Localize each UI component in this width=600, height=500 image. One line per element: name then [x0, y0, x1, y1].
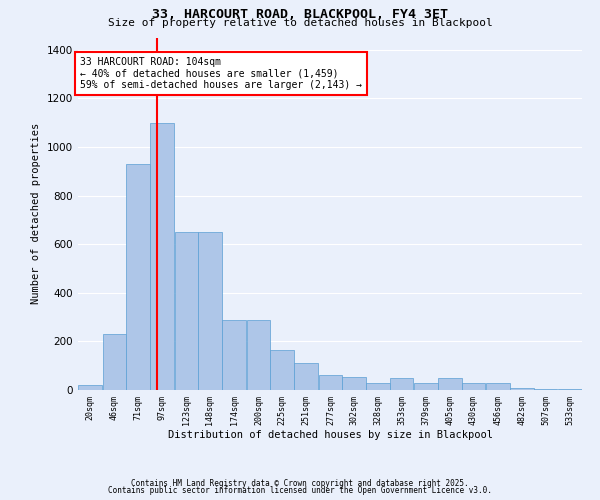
- Bar: [270, 350, 293, 390]
- Bar: [511, 388, 534, 390]
- Bar: [295, 364, 318, 390]
- Text: Size of property relative to detached houses in Blackpool: Size of property relative to detached ho…: [107, 18, 493, 28]
- Bar: [558, 389, 581, 390]
- Bar: [175, 232, 198, 390]
- Y-axis label: Number of detached properties: Number of detached properties: [31, 123, 41, 304]
- Bar: [198, 232, 221, 390]
- Bar: [151, 122, 174, 390]
- Bar: [390, 378, 413, 390]
- Bar: [126, 164, 149, 390]
- Bar: [462, 382, 485, 390]
- Bar: [439, 378, 462, 390]
- Bar: [79, 385, 102, 390]
- Bar: [103, 334, 126, 390]
- Bar: [223, 320, 246, 390]
- Bar: [534, 389, 557, 390]
- Bar: [367, 382, 390, 390]
- Text: 33 HARCOURT ROAD: 104sqm
← 40% of detached houses are smaller (1,459)
59% of sem: 33 HARCOURT ROAD: 104sqm ← 40% of detach…: [80, 57, 362, 90]
- Text: Contains public sector information licensed under the Open Government Licence v3: Contains public sector information licen…: [108, 486, 492, 495]
- Text: 33, HARCOURT ROAD, BLACKPOOL, FY4 3ET: 33, HARCOURT ROAD, BLACKPOOL, FY4 3ET: [152, 8, 448, 20]
- Text: Contains HM Land Registry data © Crown copyright and database right 2025.: Contains HM Land Registry data © Crown c…: [131, 478, 469, 488]
- Bar: [342, 376, 365, 390]
- Bar: [319, 376, 342, 390]
- Bar: [247, 320, 270, 390]
- X-axis label: Distribution of detached houses by size in Blackpool: Distribution of detached houses by size …: [167, 430, 493, 440]
- Bar: [414, 382, 437, 390]
- Bar: [486, 382, 509, 390]
